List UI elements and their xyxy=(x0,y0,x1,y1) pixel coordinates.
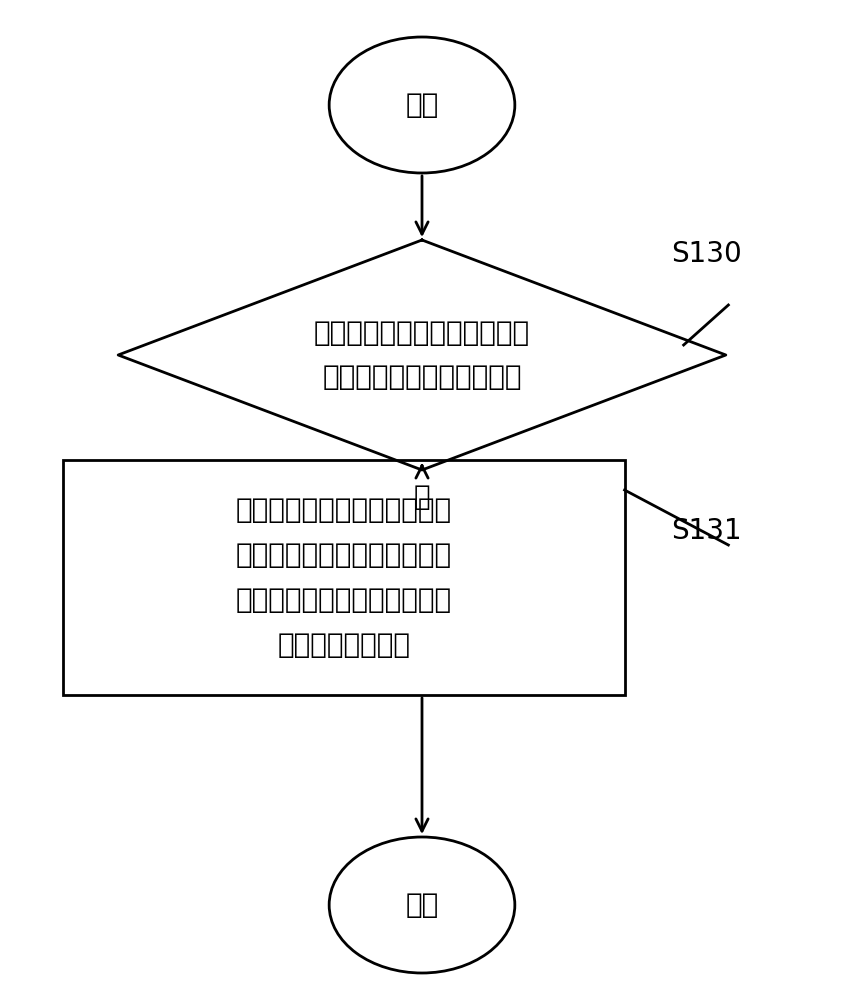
Bar xyxy=(63,460,625,695)
Text: 围内是否存在事故多发路段: 围内是否存在事故多发路段 xyxy=(322,363,522,391)
Text: S130: S130 xyxy=(671,240,742,268)
Text: 在距离所述交通拥堵路段第二: 在距离所述交通拥堵路段第二 xyxy=(235,496,452,524)
Text: 开始: 开始 xyxy=(405,91,439,119)
Text: 预定距离时，控制车辆的当前: 预定距离时，控制车辆的当前 xyxy=(235,541,452,569)
Text: 是: 是 xyxy=(414,483,430,511)
Text: 路段的最高限速值: 路段的最高限速值 xyxy=(278,631,410,659)
Text: 检测车辆前方第三预定距离范: 检测车辆前方第三预定距离范 xyxy=(314,319,530,347)
Text: 结束: 结束 xyxy=(405,891,439,919)
Text: 车速调整至小于车辆当前所处: 车速调整至小于车辆当前所处 xyxy=(235,586,452,614)
Text: S131: S131 xyxy=(671,517,742,545)
